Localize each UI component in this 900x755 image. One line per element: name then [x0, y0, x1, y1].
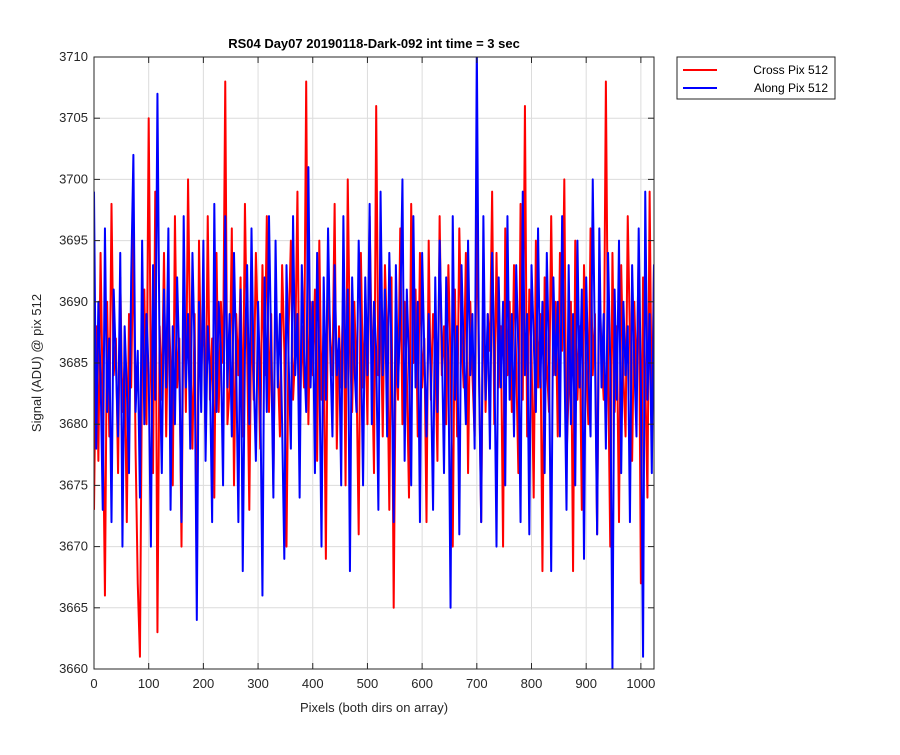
- legend-box: [676, 56, 836, 100]
- x-tick-label: 200: [193, 676, 215, 691]
- legend-label-along: Along Pix 512: [754, 81, 828, 95]
- y-tick-label: 3705: [59, 110, 88, 125]
- x-tick-label: 500: [357, 676, 379, 691]
- x-tick-label: 900: [575, 676, 597, 691]
- series-line-along-pix-512: [94, 57, 654, 669]
- x-tick-label: 400: [302, 676, 324, 691]
- y-tick-label: 3665: [59, 600, 88, 615]
- y-tick-label: 3690: [59, 294, 88, 309]
- y-tick-label: 3695: [59, 233, 88, 248]
- x-tick-label: 100: [138, 676, 160, 691]
- x-tick-label: 0: [90, 676, 97, 691]
- x-tick-label: 1000: [626, 676, 655, 691]
- y-tick-label: 3685: [59, 355, 88, 370]
- legend: Cross Pix 512 Along Pix 512: [676, 56, 836, 100]
- x-tick-label: 300: [247, 676, 269, 691]
- y-tick-label: 3675: [59, 477, 88, 492]
- y-axis-label: Signal (ADU) @ pix 512: [29, 294, 44, 432]
- x-tick-label: 800: [521, 676, 543, 691]
- tick-layer: 0 100 200 300 400 500 600 700 800 900 1000 3660 3665…: [59, 49, 655, 691]
- legend-label-cross: Cross Pix 512: [753, 63, 828, 77]
- series-layer: [94, 57, 654, 669]
- x-tick-label: 700: [466, 676, 488, 691]
- y-tick-label: 3710: [59, 49, 88, 64]
- y-tick-label: 3670: [59, 539, 88, 554]
- y-tick-label: 3660: [59, 661, 88, 676]
- y-tick-label: 3700: [59, 171, 88, 186]
- y-tick-label: 3680: [59, 416, 88, 431]
- x-tick-label: 600: [411, 676, 433, 691]
- chart-title: RS04 Day07 20190118-Dark-092 int time = …: [228, 36, 520, 51]
- x-axis-label: Pixels (both dirs on array): [300, 700, 448, 715]
